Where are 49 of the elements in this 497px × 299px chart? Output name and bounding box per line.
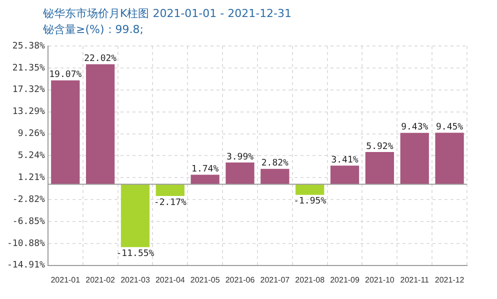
y-tick-label: 21.35% bbox=[12, 63, 46, 74]
y-tick-label: -14.91% bbox=[6, 260, 46, 271]
data-label: -1.95% bbox=[294, 196, 327, 207]
data-label: 1.74% bbox=[192, 164, 220, 175]
bar bbox=[86, 64, 115, 184]
bar bbox=[400, 132, 429, 184]
data-label: 5.92% bbox=[366, 142, 394, 152]
bar bbox=[435, 132, 464, 184]
data-label: 2.82% bbox=[261, 158, 290, 169]
bar bbox=[190, 174, 220, 184]
x-tick-label: 2021-04 bbox=[155, 275, 186, 284]
data-label: 3.41% bbox=[331, 155, 359, 166]
y-tick-label: 25.38% bbox=[12, 41, 46, 52]
chart-title: 铋华东市场价月K柱图 2021-01-01 - 2021-12-31 bbox=[43, 6, 292, 21]
data-label: 19.07% bbox=[49, 70, 82, 80]
x-tick-label: 2021-07 bbox=[260, 275, 290, 284]
bar bbox=[296, 184, 324, 195]
bar bbox=[156, 184, 184, 196]
data-label: 9.45% bbox=[436, 122, 464, 133]
data-label: -11.55% bbox=[116, 248, 155, 259]
bar bbox=[120, 184, 150, 248]
x-tick-label: 2021-06 bbox=[225, 275, 256, 284]
x-tick-label: 2021-11 bbox=[400, 275, 430, 284]
bar bbox=[260, 168, 290, 184]
x-tick-label: 2021-02 bbox=[86, 275, 116, 284]
y-tick-label: 1.21% bbox=[18, 172, 46, 183]
y-tick-label: 13.29% bbox=[12, 107, 46, 118]
x-tick-label: 2021-01 bbox=[50, 275, 81, 284]
x-tick-label: 2021-09 bbox=[330, 275, 360, 284]
y-tick-label: -10.88% bbox=[6, 238, 46, 249]
bar bbox=[330, 166, 360, 184]
x-tick-label: 2021-03 bbox=[120, 275, 150, 284]
data-label: 22.02% bbox=[84, 54, 118, 64]
bar bbox=[51, 80, 80, 184]
y-tick-label: 17.32% bbox=[12, 85, 46, 96]
data-label: 9.43% bbox=[401, 122, 429, 133]
bar bbox=[226, 162, 254, 184]
data-label: -2.17% bbox=[154, 198, 187, 208]
bar bbox=[365, 152, 394, 184]
y-tick-label: 9.26% bbox=[18, 129, 46, 140]
y-tick-label: -6.85% bbox=[12, 216, 46, 227]
x-tick-label: 2021-10 bbox=[365, 275, 395, 284]
chart-subtitle: 铋含量≥(%)：99.8; bbox=[43, 22, 144, 37]
data-label: 3.99% bbox=[226, 152, 254, 162]
x-tick-label: 2021-12 bbox=[434, 275, 465, 284]
x-tick-label: 2021-05 bbox=[190, 275, 220, 284]
y-tick-label: 5.24% bbox=[18, 151, 46, 162]
y-tick-label: -2.82% bbox=[12, 194, 46, 205]
x-tick-label: 2021-08 bbox=[295, 275, 326, 284]
